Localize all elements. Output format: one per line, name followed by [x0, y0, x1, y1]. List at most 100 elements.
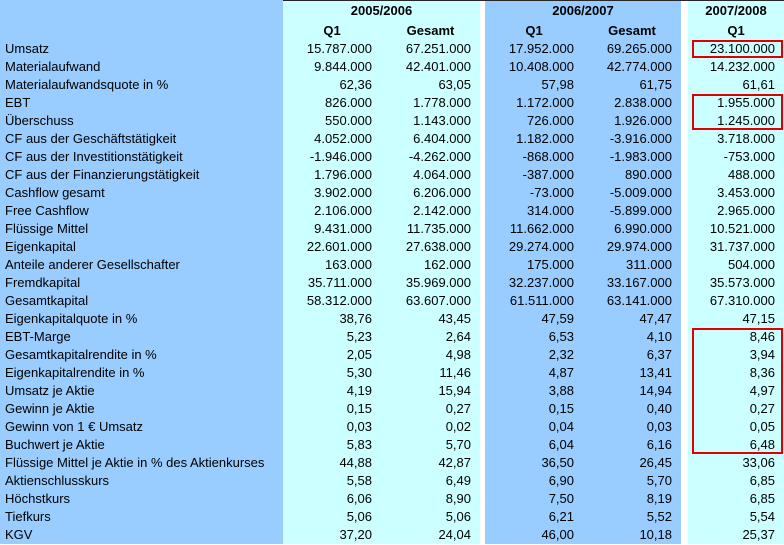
cell-value[interactable]: 6,06	[283, 490, 381, 508]
cell-value[interactable]: 3.453.000	[688, 184, 784, 202]
cell-value[interactable]: 61,75	[583, 76, 681, 94]
year-header[interactable]: 2005/2006	[283, 0, 480, 21]
cell-value[interactable]: 1.182.000	[485, 130, 583, 148]
cell-value[interactable]: 42.401.000	[381, 58, 480, 76]
cell-value[interactable]: -3.916.000	[583, 130, 681, 148]
cell-value[interactable]: 32.237.000	[485, 274, 583, 292]
cell-value[interactable]: 6,48	[688, 436, 784, 454]
row-label[interactable]: Materialaufwand	[0, 58, 283, 76]
cell-value[interactable]: 8,90	[381, 490, 480, 508]
row-label[interactable]: Umsatz	[0, 40, 283, 58]
row-label[interactable]: Umsatz je Aktie	[0, 382, 283, 400]
row-label[interactable]: Flüssige Mittel	[0, 220, 283, 238]
cell-value[interactable]: 6,90	[485, 472, 583, 490]
row-label[interactable]: Eigenkapitalquote in %	[0, 310, 283, 328]
cell-value[interactable]: 826.000	[283, 94, 381, 112]
cell-value[interactable]: 550.000	[283, 112, 381, 130]
cell-value[interactable]: 1.245.000	[688, 112, 784, 130]
cell-value[interactable]: 4.052.000	[283, 130, 381, 148]
cell-value[interactable]: 4,87	[485, 364, 583, 382]
row-label[interactable]: CF aus der Finanzierungstätigkeit	[0, 166, 283, 184]
cell-value[interactable]: 1.143.000	[381, 112, 480, 130]
cell-value[interactable]: 42.774.000	[583, 58, 681, 76]
cell-value[interactable]: 67.310.000	[688, 292, 784, 310]
cell-value[interactable]: 11.735.000	[381, 220, 480, 238]
cell-value[interactable]: 2.142.000	[381, 202, 480, 220]
cell-value[interactable]: 0,40	[583, 400, 681, 418]
row-label[interactable]: Gewinn von 1 € Umsatz	[0, 418, 283, 436]
cell-value[interactable]: 37,20	[283, 526, 381, 544]
cell-value[interactable]: 1.172.000	[485, 94, 583, 112]
cell-value[interactable]: 4,98	[381, 346, 480, 364]
cell-value[interactable]: 33,06	[688, 454, 784, 472]
cell-value[interactable]: 61.511.000	[485, 292, 583, 310]
cell-value[interactable]: -868.000	[485, 148, 583, 166]
cell-value[interactable]: 4,19	[283, 382, 381, 400]
cell-value[interactable]: 4.064.000	[381, 166, 480, 184]
row-label[interactable]: Gesamtkapital	[0, 292, 283, 310]
cell-value[interactable]: 47,47	[583, 310, 681, 328]
cell-value[interactable]: 7,50	[485, 490, 583, 508]
col-header[interactable]: Gesamt	[583, 21, 681, 40]
cell-value[interactable]: 0,27	[381, 400, 480, 418]
row-label[interactable]: Gesamtkapitalrendite in %	[0, 346, 283, 364]
cell-value[interactable]: -4.262.000	[381, 148, 480, 166]
col-header[interactable]: Q1	[485, 21, 583, 40]
cell-value[interactable]: 15,94	[381, 382, 480, 400]
cell-value[interactable]: 47,59	[485, 310, 583, 328]
row-label[interactable]: CF aus der Investitionstätigkeit	[0, 148, 283, 166]
cell-value[interactable]: 25,37	[688, 526, 784, 544]
cell-value[interactable]: 5,06	[381, 508, 480, 526]
cell-value[interactable]: 29.274.000	[485, 238, 583, 256]
cell-value[interactable]: 2,64	[381, 328, 480, 346]
cell-value[interactable]: 8,46	[688, 328, 784, 346]
cell-value[interactable]: 61,61	[688, 76, 784, 94]
cell-value[interactable]: 22.601.000	[283, 238, 381, 256]
cell-value[interactable]: 4,97	[688, 382, 784, 400]
row-label[interactable]: Tiefkurs	[0, 508, 283, 526]
cell-value[interactable]: 0,27	[688, 400, 784, 418]
cell-value[interactable]: 2,32	[485, 346, 583, 364]
cell-value[interactable]: 0,04	[485, 418, 583, 436]
cell-value[interactable]: 1.926.000	[583, 112, 681, 130]
cell-value[interactable]: 43,45	[381, 310, 480, 328]
cell-value[interactable]: 5,83	[283, 436, 381, 454]
cell-value[interactable]: 10,18	[583, 526, 681, 544]
cell-value[interactable]: 6,53	[485, 328, 583, 346]
cell-value[interactable]: -387.000	[485, 166, 583, 184]
row-label[interactable]: Höchstkurs	[0, 490, 283, 508]
cell-value[interactable]: -1.983.000	[583, 148, 681, 166]
cell-value[interactable]: 69.265.000	[583, 40, 681, 58]
cell-value[interactable]: 6,49	[381, 472, 480, 490]
row-label[interactable]: Cashflow gesamt	[0, 184, 283, 202]
cell-value[interactable]: 163.000	[283, 256, 381, 274]
year-header[interactable]: 2007/2008	[688, 0, 784, 21]
row-label[interactable]: Überschuss	[0, 112, 283, 130]
row-label[interactable]: EBT	[0, 94, 283, 112]
cell-value[interactable]: 26,45	[583, 454, 681, 472]
cell-value[interactable]: 29.974.000	[583, 238, 681, 256]
cell-value[interactable]: 35.969.000	[381, 274, 480, 292]
cell-value[interactable]: 175.000	[485, 256, 583, 274]
cell-value[interactable]: 17.952.000	[485, 40, 583, 58]
cell-value[interactable]: 14.232.000	[688, 58, 784, 76]
cell-value[interactable]: -1.946.000	[283, 148, 381, 166]
cell-value[interactable]: 3.902.000	[283, 184, 381, 202]
cell-value[interactable]: 504.000	[688, 256, 784, 274]
cell-value[interactable]: 5,70	[583, 472, 681, 490]
cell-value[interactable]: 47,15	[688, 310, 784, 328]
cell-value[interactable]: 488.000	[688, 166, 784, 184]
row-label[interactable]: Fremdkapital	[0, 274, 283, 292]
cell-value[interactable]: 63.141.000	[583, 292, 681, 310]
cell-value[interactable]: 1.778.000	[381, 94, 480, 112]
cell-value[interactable]: 726.000	[485, 112, 583, 130]
cell-value[interactable]: 6.404.000	[381, 130, 480, 148]
cell-value[interactable]: 0,15	[283, 400, 381, 418]
cell-value[interactable]: 24,04	[381, 526, 480, 544]
cell-value[interactable]: -5.009.000	[583, 184, 681, 202]
cell-value[interactable]: 6,21	[485, 508, 583, 526]
cell-value[interactable]: 44,88	[283, 454, 381, 472]
cell-value[interactable]: 6,16	[583, 436, 681, 454]
row-label[interactable]: KGV	[0, 526, 283, 544]
row-label[interactable]: Anteile anderer Gesellschafter	[0, 256, 283, 274]
